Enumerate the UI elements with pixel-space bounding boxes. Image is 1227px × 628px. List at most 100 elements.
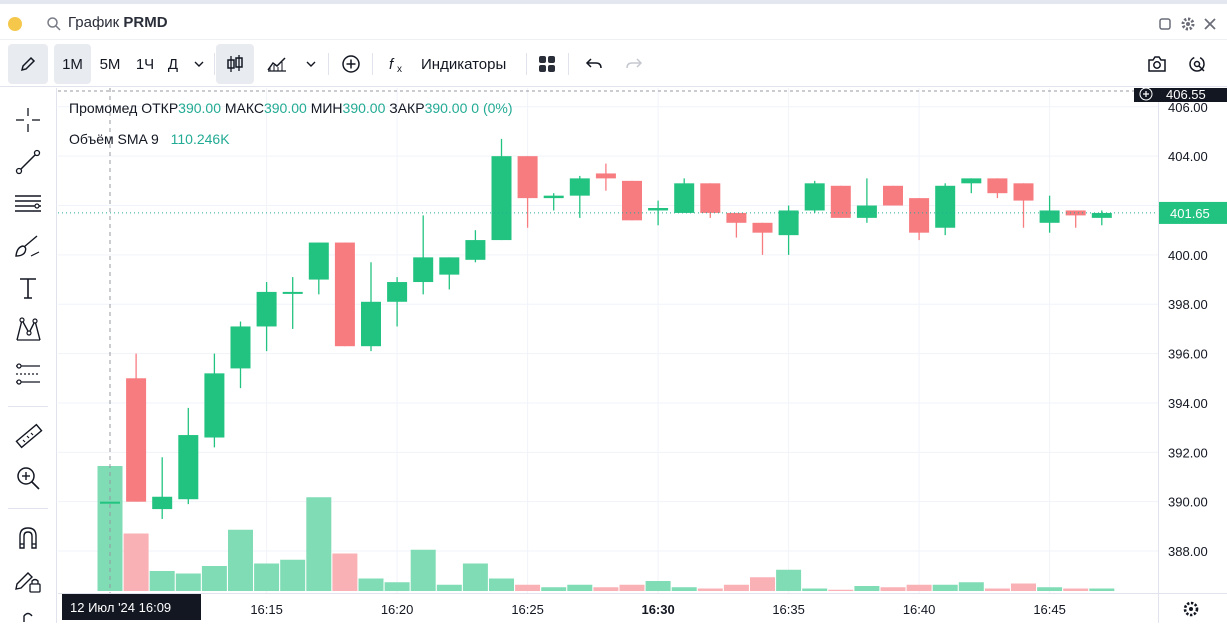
ruler-tool-button[interactable] bbox=[8, 418, 48, 454]
volume-bar bbox=[567, 584, 593, 591]
price-tick-label: 390.00 bbox=[1168, 495, 1208, 510]
candle-body bbox=[778, 210, 799, 236]
forecast-tool-button[interactable] bbox=[8, 356, 48, 392]
volume-label: Объём SMA 9 bbox=[69, 131, 159, 147]
compare-add-button[interactable] bbox=[334, 44, 368, 84]
maximize-icon[interactable] bbox=[1157, 16, 1173, 32]
volume-bar bbox=[384, 582, 410, 591]
price-tick-label: 396.00 bbox=[1168, 347, 1208, 362]
current-price-label: 401.65 bbox=[1170, 206, 1210, 221]
time-tick-label: 16:15 bbox=[250, 602, 283, 617]
settings-gear-icon[interactable] bbox=[1180, 16, 1196, 32]
screenshot-button[interactable] bbox=[1140, 44, 1174, 84]
candle-body bbox=[909, 198, 930, 233]
magnet-tool-button[interactable] bbox=[8, 520, 48, 556]
volume-bar bbox=[332, 553, 358, 591]
volume-bar bbox=[776, 569, 802, 591]
undo-icon bbox=[585, 58, 602, 69]
search-icon[interactable] bbox=[46, 16, 62, 32]
fib-tool-button[interactable] bbox=[8, 186, 48, 222]
candlestick-chart[interactable]: 388.00 390.00 392.00 394.00 396.00 398.00 400.… bbox=[58, 87, 1227, 623]
indicators-button[interactable]: f x Индикаторы bbox=[382, 44, 522, 84]
volume-bar bbox=[619, 584, 645, 591]
lock-drawings-button[interactable] bbox=[8, 562, 48, 598]
interval-d-button[interactable]: Д bbox=[162, 44, 184, 84]
target-search-icon bbox=[1189, 56, 1205, 72]
price-tick-label: 388.00 bbox=[1168, 544, 1208, 559]
price-tick-label: 400.00 bbox=[1168, 248, 1208, 263]
text-tool-button[interactable] bbox=[8, 270, 48, 306]
candle-body bbox=[491, 156, 512, 241]
low-value: 390.00 bbox=[342, 100, 386, 116]
drawing-pencil-button[interactable] bbox=[8, 44, 48, 84]
chart-type-area-button[interactable] bbox=[260, 44, 294, 84]
candle-body bbox=[700, 183, 721, 213]
volume-bar bbox=[123, 533, 149, 591]
undo-button[interactable] bbox=[578, 44, 610, 84]
candle-body bbox=[935, 185, 956, 228]
candle-body bbox=[1065, 210, 1086, 216]
brush-tool-button[interactable] bbox=[8, 228, 48, 264]
pattern-tool-button[interactable] bbox=[8, 312, 48, 348]
volume-bar bbox=[436, 584, 462, 591]
change-value: 0 (0%) bbox=[471, 100, 513, 116]
candle-body bbox=[334, 242, 355, 347]
candle-body bbox=[152, 496, 173, 510]
crosshair-tool-button[interactable] bbox=[8, 102, 48, 138]
close-icon[interactable] bbox=[1202, 16, 1218, 32]
volume-bar bbox=[1037, 587, 1063, 591]
candle-body bbox=[856, 205, 877, 218]
pencil-icon bbox=[20, 56, 36, 72]
candle-body bbox=[1091, 212, 1112, 218]
volume-bar bbox=[593, 587, 619, 591]
layouts-button[interactable] bbox=[530, 44, 564, 84]
crosshair-time-label: 12 Июл '24 16:09 bbox=[70, 600, 171, 615]
time-tick-label: 16:25 bbox=[511, 602, 544, 617]
volume-bar bbox=[280, 559, 306, 591]
candle-body bbox=[543, 195, 564, 199]
candles-style-button[interactable] bbox=[216, 44, 254, 84]
interval-1h-button[interactable]: 1Ч bbox=[129, 44, 161, 84]
current-price-badge bbox=[1159, 201, 1227, 224]
interval-5m-label: 5М bbox=[99, 55, 121, 73]
trend-line-icon bbox=[15, 149, 41, 175]
open-label: ОТКР bbox=[141, 100, 179, 116]
top-toolbar: 1М 5М 1Ч Д bbox=[0, 41, 1227, 87]
drawing-toolbar bbox=[0, 88, 57, 623]
candle-body bbox=[883, 185, 903, 206]
interval-5m-button[interactable]: 5М bbox=[93, 44, 127, 84]
hide-drawings-button[interactable] bbox=[8, 604, 48, 624]
interval-1m-label: 1М bbox=[62, 55, 83, 73]
volume-bar bbox=[201, 566, 227, 591]
status-dot-icon bbox=[8, 17, 22, 31]
volume-value: 110.246K bbox=[170, 131, 230, 147]
volume-bar bbox=[410, 549, 436, 591]
price-tick-label: 398.00 bbox=[1168, 297, 1208, 312]
candle-body bbox=[439, 257, 460, 275]
instrument-name: Промомед bbox=[69, 100, 138, 116]
svg-text:f: f bbox=[389, 56, 395, 73]
time-tick-label: 16:40 bbox=[903, 602, 936, 617]
chart-type-dropdown-button[interactable] bbox=[298, 44, 324, 84]
volume-bar bbox=[906, 584, 932, 591]
high-value: 390.00 bbox=[263, 100, 307, 116]
interval-1m-button[interactable]: 1М bbox=[54, 44, 91, 84]
interval-dropdown-button[interactable] bbox=[186, 44, 212, 84]
redo-button[interactable] bbox=[618, 44, 650, 84]
quick-search-button[interactable] bbox=[1180, 44, 1214, 84]
trend-line-tool-button[interactable] bbox=[8, 144, 48, 180]
volume-bar bbox=[802, 588, 828, 591]
candle-body bbox=[961, 178, 982, 184]
volume-bars bbox=[97, 466, 1115, 591]
volume-bar bbox=[358, 578, 384, 591]
leftbar-divider bbox=[8, 508, 48, 509]
candle-body bbox=[387, 282, 408, 302]
candle-body bbox=[830, 185, 851, 218]
title-symbol: PRMD bbox=[123, 14, 168, 31]
zoom-in-tool-button[interactable] bbox=[8, 460, 48, 496]
chart-pane[interactable]: 388.00 390.00 392.00 394.00 396.00 398.00 400.… bbox=[58, 87, 1227, 623]
time-tick-label: 16:35 bbox=[772, 602, 805, 617]
pencil-lock-icon bbox=[15, 572, 41, 593]
price-candles bbox=[100, 138, 1112, 519]
